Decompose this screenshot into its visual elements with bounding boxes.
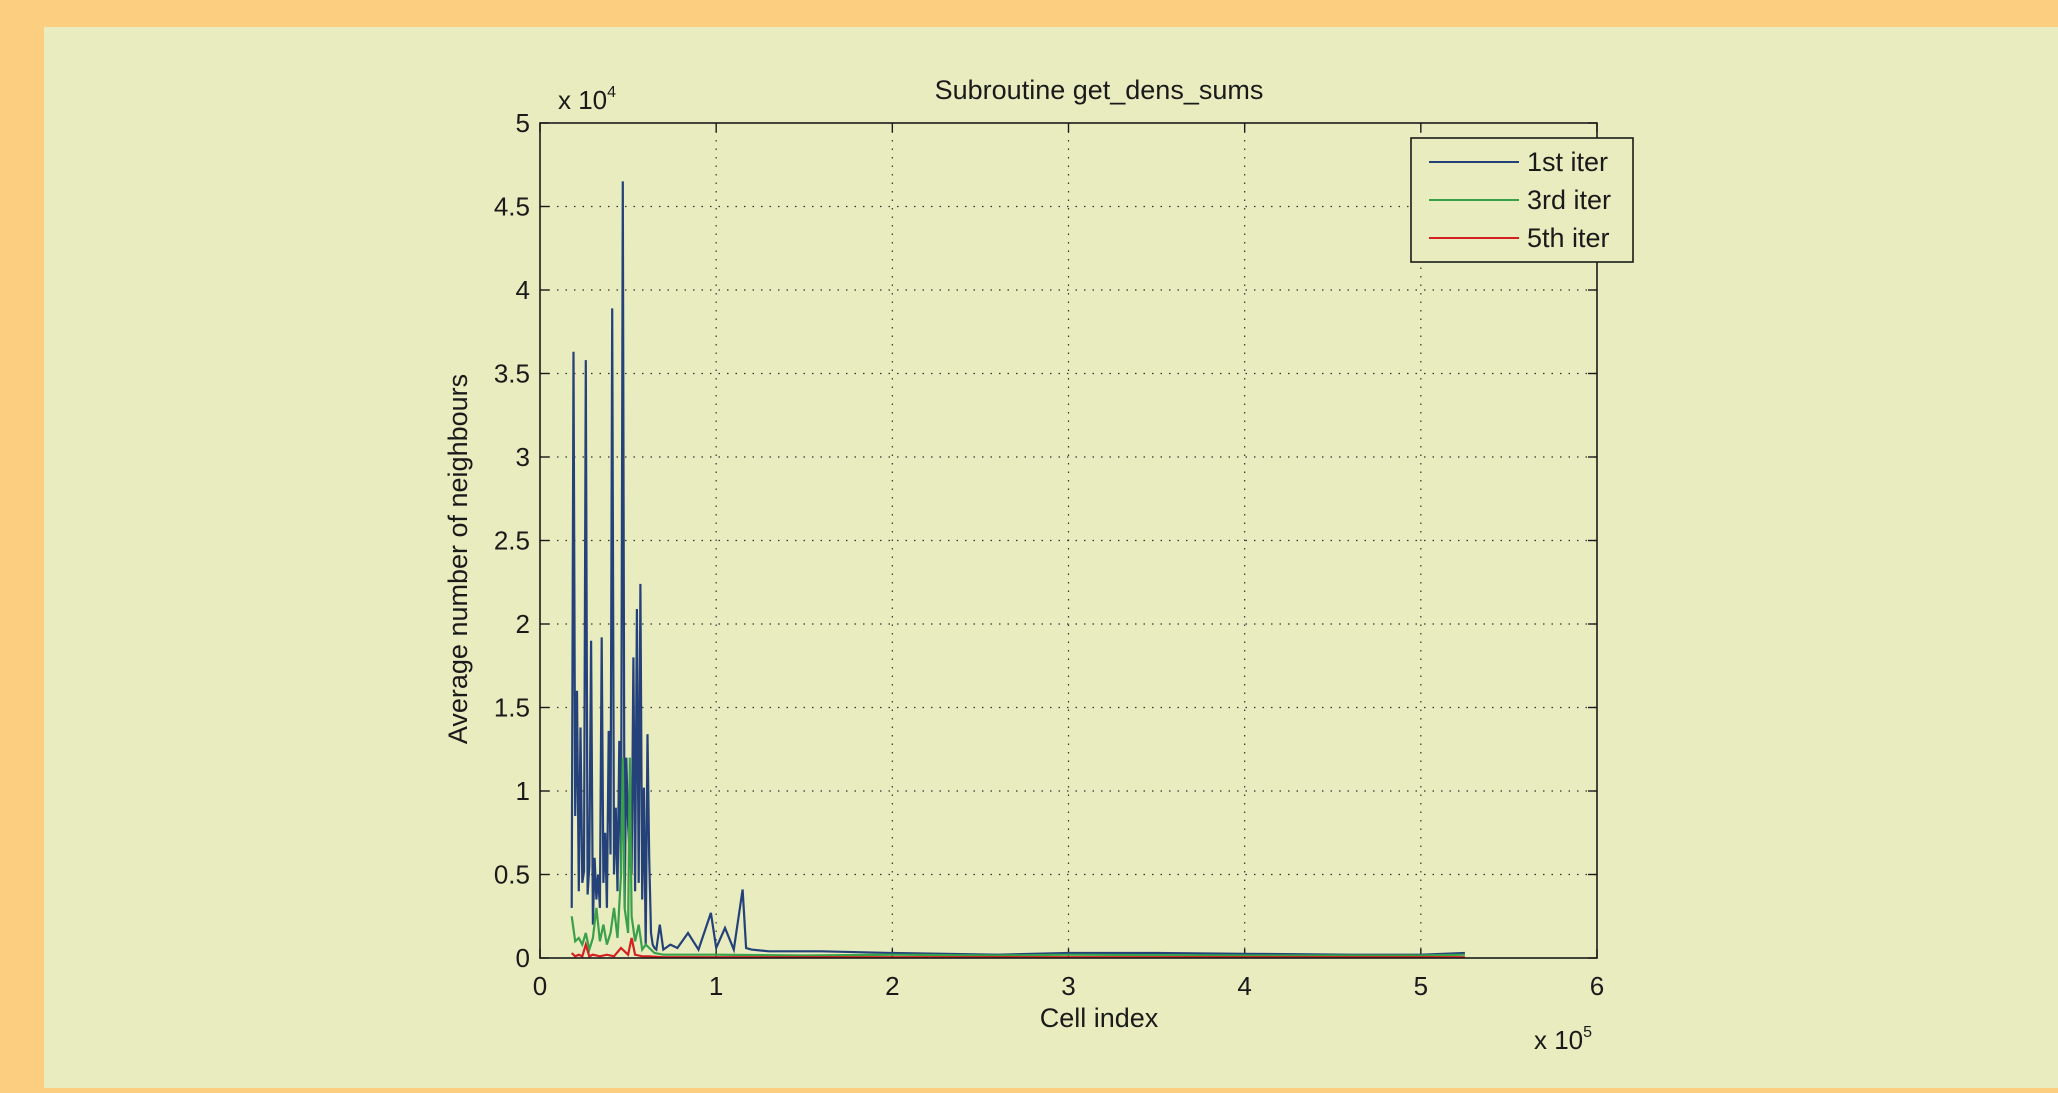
y-tick-label: 5 — [516, 108, 530, 138]
x-tick-label: 4 — [1237, 971, 1251, 1001]
y-tick-label: 1 — [516, 776, 530, 806]
x-tick-label: 3 — [1061, 971, 1075, 1001]
y-tick-label: 4 — [516, 275, 530, 305]
x-multiplier-exponent: 5 — [1583, 1024, 1592, 1041]
x-tick-label: 0 — [533, 971, 547, 1001]
y-tick-label: 3.5 — [494, 359, 530, 389]
y-tick-label: 0 — [516, 943, 530, 973]
y-tick-label: 0.5 — [494, 860, 530, 890]
plot-frame — [539, 122, 1598, 959]
legend-label-3: 5th iter — [1527, 223, 1610, 253]
axis-ticks: 0 1 2 3 4 5 6 0 0.5 1 1.5 2 2.5 3 3.5 4 4.5 5 — [494, 108, 1604, 1001]
legend-label-1: 1st iter — [1527, 147, 1608, 177]
series-line-1 — [570, 181, 1465, 956]
y-axis-multiplier: x 104 — [558, 84, 616, 115]
line-chart: Subroutine get_dens_sums x 104 x 105 Cel… — [443, 75, 1634, 1055]
legend-label-2: 3rd iter — [1527, 185, 1611, 215]
series-line-2 — [570, 757, 1465, 957]
x-tick-label: 6 — [1590, 971, 1604, 1001]
y-tick-label: 2 — [516, 609, 530, 639]
chart-title: Subroutine get_dens_sums — [935, 75, 1264, 105]
y-multiplier-exponent: 4 — [607, 84, 616, 101]
x-tick-label: 1 — [709, 971, 723, 1001]
y-tick-label: 2.5 — [494, 526, 530, 556]
x-axis-label: Cell index — [1040, 1003, 1159, 1033]
y-multiplier-base: x 10 — [558, 85, 607, 115]
x-tick-label: 2 — [885, 971, 899, 1001]
figure-panel: Subroutine get_dens_sums x 104 x 105 Cel… — [44, 27, 2058, 1088]
y-tick-label: 1.5 — [494, 693, 530, 723]
x-axis-multiplier: x 105 — [1534, 1024, 1592, 1055]
series-layer — [570, 181, 1465, 959]
x-tick-label: 5 — [1414, 971, 1428, 1001]
legend: 1st iter 3rd iter 5th iter — [1410, 137, 1634, 263]
x-multiplier-base: x 10 — [1534, 1025, 1583, 1055]
y-tick-label: 3 — [516, 442, 530, 472]
grid-lines — [540, 123, 1597, 958]
y-axis-label: Average number of neighbours — [443, 374, 473, 744]
y-tick-label: 4.5 — [494, 192, 530, 222]
